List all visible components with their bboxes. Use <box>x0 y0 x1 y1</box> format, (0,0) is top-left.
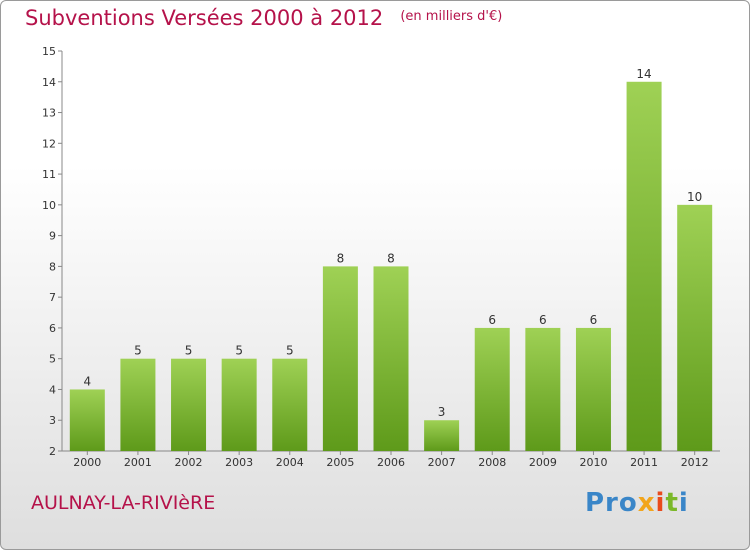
proxiti-logo: Proxiti <box>585 488 689 518</box>
bar <box>525 327 561 451</box>
bar <box>120 358 156 451</box>
y-tick-label: 13 <box>42 107 56 120</box>
bar-value-label: 3 <box>438 405 446 419</box>
commune-name: AULNAY-LA-RIVIèRE <box>31 492 216 514</box>
y-tick-label: 9 <box>49 230 56 243</box>
bar-value-label: 4 <box>83 374 91 388</box>
chart-subtitle: (en milliers d'€) <box>400 9 503 24</box>
bar <box>221 358 257 451</box>
bar-value-label: 6 <box>590 313 598 327</box>
logo-part-2: x <box>637 488 656 518</box>
x-tick-label: 2009 <box>529 456 557 469</box>
logo-part-4: t <box>665 488 679 518</box>
y-tick-label: 12 <box>42 137 56 150</box>
logo-part-1: Pro <box>585 488 638 518</box>
y-tick-label: 3 <box>49 414 56 427</box>
bar <box>69 389 105 451</box>
bar-value-label: 8 <box>387 251 395 265</box>
y-tick-label: 6 <box>49 322 56 335</box>
x-tick-label: 2002 <box>175 456 203 469</box>
y-tick-label: 15 <box>42 45 56 58</box>
bar-chart: 2 3 4 5 6 7 8 9 10 11 12 13 14 15 2000 2001 2002 2003 2004… <box>42 45 720 469</box>
y-tick-label: 4 <box>49 383 56 396</box>
bar <box>626 81 662 452</box>
x-tick-label: 2008 <box>478 456 506 469</box>
y-tick-label: 7 <box>49 291 56 304</box>
bar <box>272 358 308 451</box>
x-tick-label: 2001 <box>124 456 152 469</box>
y-tick-label: 11 <box>42 168 56 181</box>
x-tick-label: 2003 <box>225 456 253 469</box>
x-tick-label: 2005 <box>326 456 354 469</box>
y-tick-label: 5 <box>49 353 56 366</box>
bar-value-label: 5 <box>286 344 294 358</box>
x-tick-label: 2012 <box>681 456 709 469</box>
bar-value-label: 5 <box>235 344 243 358</box>
logo-part-3: i <box>655 488 666 518</box>
x-tick-label: 2006 <box>377 456 405 469</box>
bar-value-label: 6 <box>539 313 547 327</box>
bar-value-label: 10 <box>687 190 702 204</box>
bar <box>373 266 409 451</box>
bar-value-label: 8 <box>337 251 345 265</box>
x-tick-label: 2000 <box>73 456 101 469</box>
x-tick-label: 2007 <box>428 456 456 469</box>
x-tick-label: 2010 <box>579 456 607 469</box>
logo-part-5: i <box>678 488 689 518</box>
bar-value-label: 14 <box>636 67 651 81</box>
bar <box>322 266 358 451</box>
x-tick-label: 2011 <box>630 456 658 469</box>
y-tick-label: 14 <box>42 76 56 89</box>
bar <box>424 420 460 451</box>
bar <box>171 358 207 451</box>
title-row: Subventions Versées 2000 à 2012 (en mill… <box>25 6 502 30</box>
bar <box>474 327 510 451</box>
y-tick-label: 8 <box>49 260 56 273</box>
bar <box>575 327 611 451</box>
chart-title: Subventions Versées 2000 à 2012 <box>25 6 384 30</box>
bar <box>677 204 713 451</box>
y-tick-label: 10 <box>42 199 56 212</box>
y-tick-label: 2 <box>49 445 56 458</box>
bar-value-label: 5 <box>134 344 142 358</box>
bar-value-label: 5 <box>185 344 193 358</box>
x-tick-label: 2004 <box>276 456 304 469</box>
bar-value-label: 6 <box>488 313 496 327</box>
